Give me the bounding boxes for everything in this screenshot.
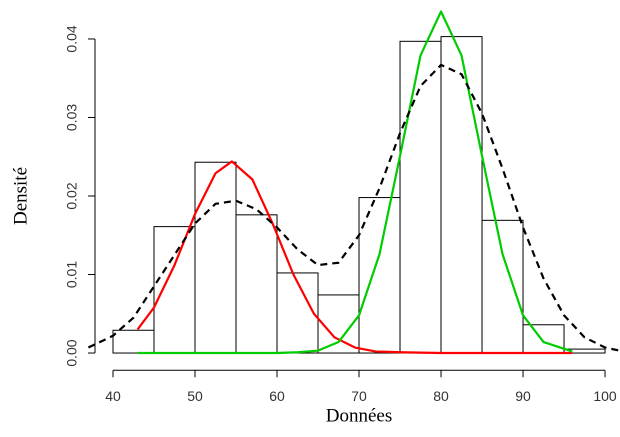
bar [276, 272, 319, 354]
x-tick-label: 40 [105, 388, 121, 404]
y-tick-label: 0.03 [64, 104, 80, 131]
bar [358, 197, 401, 354]
bar [481, 219, 524, 354]
bar [440, 36, 483, 354]
x-axis-label: Données [326, 405, 392, 426]
x-tick-label: 60 [269, 388, 285, 404]
x-tick-label: 50 [187, 388, 203, 404]
density-curve [137, 10, 573, 355]
x-tick-label: 90 [515, 388, 531, 404]
y-tick-label: 0.04 [64, 25, 80, 52]
y-tick-label: 0.00 [64, 339, 80, 366]
y-tick-label: 0.02 [64, 182, 80, 209]
bar [112, 329, 155, 354]
bar [399, 40, 442, 354]
bar [235, 214, 278, 354]
x-tick-label: 70 [351, 388, 367, 404]
bar [153, 226, 196, 354]
bar [522, 324, 565, 354]
y-axis-label: Densité [10, 167, 31, 225]
y-tick-label: 0.01 [64, 261, 80, 288]
bar [194, 161, 237, 354]
density-curve [87, 63, 620, 352]
x-tick-label: 100 [593, 388, 617, 404]
bar [563, 348, 606, 354]
density-curve [136, 160, 573, 355]
x-tick-label: 80 [433, 388, 449, 404]
